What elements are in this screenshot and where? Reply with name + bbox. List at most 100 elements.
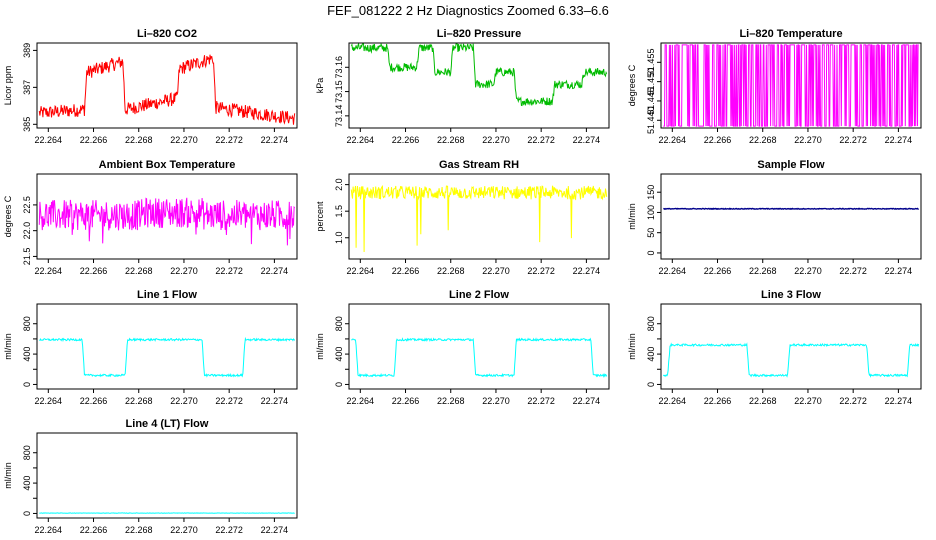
series-line — [38, 54, 296, 125]
x-tick-label: 22.264 — [659, 266, 687, 276]
plot-frame — [36, 432, 298, 519]
y-tick-label: 150 — [646, 185, 656, 200]
panel-title: Li–820 CO2 — [137, 28, 197, 40]
panel-title: Line 4 (LT) Flow — [126, 418, 209, 430]
x-tick-label: 22.274 — [573, 135, 601, 145]
x-tick-label: 22.268 — [125, 135, 153, 145]
x-tick-label: 22.264 — [35, 266, 63, 276]
panel-title: Sample Flow — [757, 159, 825, 171]
x-tick-label: 22.274 — [573, 266, 601, 276]
x-tick-label: 22.268 — [125, 266, 153, 276]
x-tick-label: 22.270 — [170, 396, 198, 406]
x-tick-label: 22.270 — [482, 135, 510, 145]
y-tick-label: 22.0 — [22, 222, 32, 240]
x-tick-label: 22.274 — [573, 396, 601, 406]
panel-4: Ambient Box Temperature degrees C 22.264 22… — [3, 159, 298, 276]
y-tick-label: 800 — [22, 316, 32, 331]
x-tick-label: 22.266 — [80, 396, 108, 406]
x-tick-label: 22.266 — [392, 135, 420, 145]
x-tick-label: 22.274 — [885, 266, 913, 276]
series-line — [39, 336, 296, 378]
y-tick-label: 50 — [646, 228, 656, 238]
plot-frame — [660, 173, 922, 260]
series-line — [663, 207, 919, 211]
x-tick-label: 22.270 — [170, 135, 198, 145]
plot-frame — [36, 173, 298, 260]
panel-title: Line 3 Flow — [761, 289, 821, 301]
y-tick-label: 800 — [22, 445, 32, 460]
plot-frame — [36, 303, 298, 390]
x-tick-label: 22.270 — [482, 266, 510, 276]
plot-frame — [660, 42, 922, 129]
panel-1: Li–820 CO2 Licor ppm 22.264 22.266 22.268 22.… — [3, 28, 298, 145]
x-tick-label: 22.266 — [80, 135, 108, 145]
y-axis-label: ml/min — [3, 333, 13, 360]
plot-frame — [36, 42, 298, 129]
x-tick-label: 22.272 — [215, 525, 243, 535]
y-tick-label: 400 — [22, 347, 32, 362]
x-tick-label: 22.270 — [794, 396, 822, 406]
series-line — [351, 337, 608, 378]
x-tick-label: 22.274 — [261, 266, 289, 276]
panel-title: Line 2 Flow — [449, 289, 509, 301]
y-tick-label: 51.440 — [646, 107, 656, 135]
y-tick-label: 385 — [22, 117, 32, 132]
series-line — [662, 342, 920, 378]
plot-frame — [660, 303, 922, 390]
plot-frame — [348, 303, 610, 390]
series-line — [350, 42, 608, 107]
y-axis-label: degrees C — [3, 195, 13, 237]
x-tick-label: 22.270 — [794, 266, 822, 276]
panel-7: Line 1 Flow ml/min 22.264 22.266 22.268 22.27… — [3, 289, 298, 406]
x-tick-label: 22.274 — [885, 135, 913, 145]
series-line — [350, 185, 608, 253]
y-tick-label: 1.0 — [334, 231, 344, 244]
panel-title: Gas Stream RH — [439, 159, 519, 171]
x-tick-label: 22.274 — [261, 396, 289, 406]
x-tick-label: 22.270 — [170, 266, 198, 276]
panel-10: Line 4 (LT) Flow ml/min 22.264 22.266 22.268… — [3, 418, 298, 535]
x-tick-label: 22.264 — [347, 135, 375, 145]
x-tick-label: 22.264 — [35, 135, 63, 145]
y-tick-label: 0 — [22, 382, 32, 387]
x-tick-label: 22.266 — [392, 266, 420, 276]
x-tick-label: 22.268 — [125, 525, 153, 535]
y-axis-label: ml/min — [627, 333, 637, 360]
panel-title: Li–820 Pressure — [437, 28, 521, 40]
y-tick-label: 800 — [646, 316, 656, 331]
y-tick-label: 1.5 — [334, 205, 344, 218]
x-tick-label: 22.268 — [749, 135, 777, 145]
y-tick-label: 400 — [22, 476, 32, 491]
y-axis-label: ml/min — [3, 462, 13, 489]
x-tick-label: 22.274 — [261, 135, 289, 145]
y-tick-label: 0 — [334, 382, 344, 387]
figure-title: FEF_081222 2 Hz Diagnostics Zoomed 6.33–… — [327, 3, 609, 18]
y-tick-label: 73.14 — [334, 105, 344, 128]
x-tick-label: 22.264 — [35, 396, 63, 406]
panel-6: Sample Flow ml/min 22.264 22.266 22.268 22.27… — [627, 159, 922, 276]
x-tick-label: 22.270 — [170, 525, 198, 535]
y-axis-label: ml/min — [315, 333, 325, 360]
x-tick-label: 22.268 — [437, 135, 465, 145]
y-axis-label: degrees C — [627, 64, 637, 106]
y-tick-label: 0 — [646, 382, 656, 387]
y-tick-label: 51.445 — [646, 87, 656, 115]
x-tick-label: 22.272 — [527, 396, 555, 406]
y-tick-label: 800 — [334, 316, 344, 331]
panel-title: Ambient Box Temperature — [99, 159, 236, 171]
x-tick-label: 22.264 — [659, 396, 687, 406]
y-axis-label: ml/min — [627, 203, 637, 230]
x-tick-label: 22.272 — [527, 135, 555, 145]
series-line — [38, 197, 296, 246]
y-tick-label: 51.455 — [646, 49, 656, 77]
x-tick-label: 22.264 — [347, 266, 375, 276]
x-tick-label: 22.264 — [347, 396, 375, 406]
plot-frame — [348, 42, 610, 129]
x-tick-label: 22.266 — [704, 266, 732, 276]
y-tick-label: 387 — [22, 80, 32, 95]
y-tick-label: 73.16 — [334, 56, 344, 79]
panel-title: Li–820 Temperature — [739, 28, 842, 40]
y-tick-label: 400 — [646, 347, 656, 362]
panel-9: Line 3 Flow ml/min 22.264 22.266 22.268 22.27… — [627, 289, 922, 406]
y-tick-label: 100 — [646, 205, 656, 220]
